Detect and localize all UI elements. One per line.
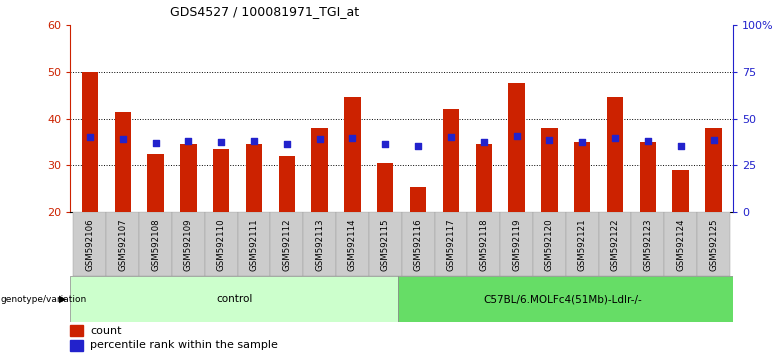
Text: percentile rank within the sample: percentile rank within the sample	[90, 341, 278, 350]
Bar	[434, 212, 467, 276]
Text: GSM592115: GSM592115	[381, 218, 390, 270]
Text: GSM592120: GSM592120	[545, 218, 554, 270]
Point	[510, 133, 523, 139]
Bar	[672, 170, 689, 212]
Bar	[640, 142, 656, 212]
Bar	[70, 340, 83, 351]
Bar	[336, 212, 369, 276]
Point	[314, 136, 326, 142]
Point	[576, 139, 588, 145]
Text: GSM592123: GSM592123	[644, 218, 652, 270]
Text: GSM592107: GSM592107	[119, 218, 127, 270]
Bar	[246, 144, 262, 212]
Bar	[467, 212, 500, 276]
Point	[707, 137, 720, 143]
Bar	[205, 212, 238, 276]
Text: count: count	[90, 326, 122, 336]
Point	[281, 141, 293, 147]
Text: GSM592109: GSM592109	[184, 218, 193, 270]
Bar	[82, 72, 98, 212]
Text: control: control	[216, 294, 253, 304]
Bar	[410, 187, 427, 212]
Text: genotype/variation: genotype/variation	[1, 295, 87, 304]
Bar	[115, 112, 131, 212]
Text: GSM592116: GSM592116	[413, 218, 423, 270]
Text: GSM592113: GSM592113	[315, 218, 324, 270]
Bar	[697, 212, 730, 276]
Point	[346, 136, 359, 141]
Text: GDS4527 / 100081971_TGI_at: GDS4527 / 100081971_TGI_at	[170, 5, 359, 18]
Bar	[311, 128, 328, 212]
Bar	[607, 97, 623, 212]
Bar	[574, 142, 590, 212]
Text: GSM592117: GSM592117	[446, 218, 456, 270]
Bar	[73, 212, 106, 276]
Bar	[509, 84, 525, 212]
Point	[149, 140, 161, 146]
Bar	[443, 109, 459, 212]
Bar	[632, 212, 665, 276]
Bar	[238, 212, 271, 276]
Bar	[541, 128, 558, 212]
Bar	[70, 325, 83, 336]
Point	[182, 138, 194, 144]
Point	[609, 136, 622, 141]
Text: GSM592112: GSM592112	[282, 218, 291, 270]
Text: GSM592111: GSM592111	[250, 218, 258, 270]
Text: GSM592110: GSM592110	[217, 218, 225, 270]
Bar	[172, 212, 205, 276]
Bar	[377, 163, 393, 212]
Bar	[369, 212, 402, 276]
Text: GSM592122: GSM592122	[611, 218, 619, 270]
Bar	[566, 212, 598, 276]
Bar	[500, 212, 533, 276]
Bar	[476, 144, 492, 212]
Bar	[399, 276, 733, 322]
Text: GSM592119: GSM592119	[512, 218, 521, 270]
Bar	[70, 276, 399, 322]
Bar	[705, 128, 722, 212]
Point	[83, 135, 96, 140]
Bar	[303, 212, 336, 276]
Point	[543, 137, 555, 143]
Point	[675, 143, 687, 149]
Bar	[533, 212, 566, 276]
Point	[445, 135, 457, 140]
Bar	[106, 212, 139, 276]
Bar	[213, 149, 229, 212]
Bar	[271, 212, 303, 276]
Point	[412, 143, 424, 149]
Bar	[344, 97, 360, 212]
Text: GSM592125: GSM592125	[709, 218, 718, 270]
Text: ▶: ▶	[58, 294, 66, 304]
Point	[116, 136, 129, 142]
Point	[248, 138, 261, 144]
Bar	[180, 144, 197, 212]
Text: GSM592108: GSM592108	[151, 218, 160, 270]
Bar	[665, 212, 697, 276]
Text: C57BL/6.MOLFc4(51Mb)-Ldlr-/-: C57BL/6.MOLFc4(51Mb)-Ldlr-/-	[483, 294, 642, 304]
Point	[215, 139, 228, 145]
Point	[642, 138, 654, 144]
Text: GSM592121: GSM592121	[578, 218, 587, 270]
Text: GSM592124: GSM592124	[676, 218, 685, 270]
Bar	[598, 212, 632, 276]
Bar	[278, 156, 295, 212]
Bar	[147, 154, 164, 212]
Text: GSM592106: GSM592106	[85, 218, 94, 270]
Point	[477, 139, 490, 145]
Bar	[402, 212, 434, 276]
Text: GSM592114: GSM592114	[348, 218, 357, 270]
Point	[379, 141, 392, 147]
Bar	[139, 212, 172, 276]
Text: GSM592118: GSM592118	[479, 218, 488, 270]
